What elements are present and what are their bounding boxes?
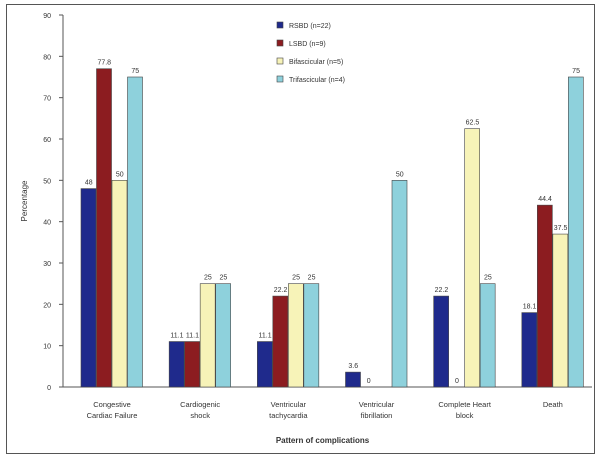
bar-2-1 xyxy=(96,68,112,388)
legend-label: RSBD (n=22) xyxy=(289,23,331,30)
bar-2-6 xyxy=(537,204,553,388)
x-tick-label: shock xyxy=(190,411,210,420)
x-tick-label: Complete Heart xyxy=(438,400,491,409)
y-tick-label: 70 xyxy=(43,96,51,103)
y-tick-label: 80 xyxy=(43,54,51,61)
bar-4-3 xyxy=(303,283,320,388)
legend-swatch xyxy=(276,57,284,65)
bar-3-3 xyxy=(288,283,304,388)
data-label: 25 xyxy=(292,275,300,282)
x-tick-label: fibrillation xyxy=(361,411,393,420)
bar-4-2 xyxy=(215,283,231,388)
data-label: 22.2 xyxy=(274,287,288,294)
bar-1-5 xyxy=(433,295,449,388)
y-tick-label: 90 xyxy=(43,13,51,20)
legend-swatch xyxy=(276,75,284,83)
x-tick-label: Congestive xyxy=(93,400,131,409)
data-label: 22.2 xyxy=(435,287,449,294)
legend-label: Trifascicular (n=4) xyxy=(289,77,345,84)
bar-1-2 xyxy=(168,341,185,388)
data-label: 62.5 xyxy=(466,120,480,127)
y-tick-label: 50 xyxy=(43,178,51,185)
bar-3-2 xyxy=(199,283,216,388)
data-label: 3.6 xyxy=(348,363,358,370)
y-tick-label: 60 xyxy=(43,137,51,144)
bar-1-4 xyxy=(345,371,361,388)
x-tick-label: Cardiogenic xyxy=(180,400,220,409)
data-label: 25 xyxy=(484,275,492,282)
data-label: 48 xyxy=(85,180,93,187)
data-label: 75 xyxy=(131,68,139,75)
x-tick-label: tachycardia xyxy=(269,411,308,420)
x-tick-label: block xyxy=(456,411,474,420)
y-tick-label: 40 xyxy=(43,220,51,227)
legend-label: Bifascicular (n=5) xyxy=(289,59,343,66)
bar-3-1 xyxy=(111,180,128,388)
bar-2-3 xyxy=(272,295,289,388)
data-label: 25 xyxy=(308,275,316,282)
data-label: 18.1 xyxy=(523,304,537,311)
data-label: 0 xyxy=(455,378,459,385)
y-axis-label: Percentage xyxy=(20,180,29,221)
bar-3-5 xyxy=(464,128,480,388)
data-label: 11.1 xyxy=(186,333,199,340)
bar-1-6 xyxy=(521,312,538,388)
bar-4-4 xyxy=(391,180,408,388)
chart-frame: 0 10 20 30 40 50 60 70 80 90 Percentage Pattern of … xyxy=(6,4,595,454)
x-tick-label: Cardiac Failure xyxy=(87,411,138,420)
legend-swatch xyxy=(276,21,284,29)
data-label: 75 xyxy=(572,68,580,75)
data-label: 11.1 xyxy=(170,333,183,340)
bar-2-2 xyxy=(184,341,200,388)
bar-4-5 xyxy=(479,283,496,388)
bar-4-6 xyxy=(568,76,584,388)
data-label: 50 xyxy=(396,171,404,178)
x-tick-label: Ventricular xyxy=(271,400,307,409)
legend-label: LSBD (n=9) xyxy=(289,41,326,48)
bar-chart: 0 10 20 30 40 50 60 70 80 90 Percentage Pattern of … xyxy=(20,13,592,445)
y-tick-label: 30 xyxy=(43,261,51,268)
data-label: 37.5 xyxy=(554,225,568,232)
x-tick-label: Ventricular xyxy=(359,400,395,409)
data-label: 25 xyxy=(220,275,228,282)
data-label: 0 xyxy=(367,378,371,385)
legend-swatch xyxy=(276,39,284,47)
y-tick-label: 20 xyxy=(43,302,51,309)
data-label: 11.1 xyxy=(259,333,272,340)
data-label: 77.8 xyxy=(97,60,111,67)
data-label: 25 xyxy=(204,275,212,282)
bar-1-1 xyxy=(80,188,97,388)
data-label: 50 xyxy=(116,171,124,178)
data-label: 44.4 xyxy=(538,196,552,203)
bar-4-1 xyxy=(127,76,143,388)
bar-1-3 xyxy=(257,341,273,388)
y-tick-label: 10 xyxy=(43,344,51,351)
y-tick-label: 0 xyxy=(47,385,51,392)
x-axis-label: Pattern of complications xyxy=(276,436,370,445)
bar-3-6 xyxy=(552,233,569,388)
x-tick-label: Death xyxy=(543,400,563,409)
